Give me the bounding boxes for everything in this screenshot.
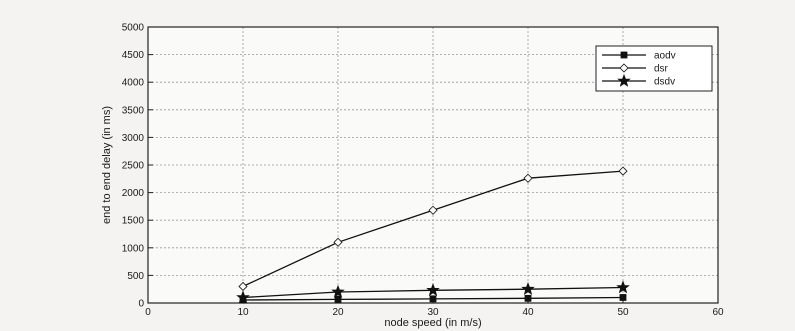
data-point-aodv bbox=[619, 294, 627, 301]
x-tick-label: 50 bbox=[617, 307, 629, 318]
legend-label-aodv: aodv bbox=[654, 51, 676, 62]
data-point-dsr bbox=[333, 237, 343, 247]
data-point-dsr bbox=[523, 173, 533, 183]
y-tick-label: 1500 bbox=[122, 216, 145, 227]
x-tick-label: 0 bbox=[145, 307, 151, 318]
data-point-dsdv bbox=[236, 290, 250, 304]
legend-marker-dsdv bbox=[617, 73, 631, 87]
y-tick-label: 3000 bbox=[122, 133, 145, 144]
data-point-aodv bbox=[334, 296, 342, 303]
y-axis: 0 500 1000 1500 2000 2500 3000 3500 4000 4500 5000 bbox=[122, 23, 153, 310]
legend-marker-aodv bbox=[620, 51, 628, 59]
x-tick-label: 40 bbox=[522, 307, 534, 318]
data-point-dsdv bbox=[521, 282, 535, 296]
legend: aodv dsr dsdv bbox=[595, 45, 713, 92]
x-tick-label: 60 bbox=[712, 307, 724, 318]
y-tick-label: 4500 bbox=[122, 50, 145, 61]
x-tick-label: 10 bbox=[237, 307, 249, 318]
y-tick-label: 3500 bbox=[122, 105, 145, 116]
y-tick-label: 2500 bbox=[122, 161, 145, 172]
y-tick-label: 5000 bbox=[122, 23, 145, 34]
legend-label-dsdv: dsdv bbox=[654, 77, 675, 88]
x-axis-label: node speed (in m/s) bbox=[384, 317, 481, 329]
data-point-aodv bbox=[429, 295, 437, 303]
y-tick-label: 4000 bbox=[122, 78, 145, 89]
y-tick-label: 500 bbox=[127, 271, 144, 282]
series-group bbox=[236, 166, 630, 304]
data-point-dsr bbox=[428, 205, 438, 215]
y-axis-label: end to end delay (in ms) bbox=[101, 106, 113, 224]
data-point-aodv bbox=[524, 294, 532, 302]
data-point-dsdv bbox=[426, 283, 440, 297]
legend-marker-dsr bbox=[619, 63, 629, 73]
data-point-dsdv bbox=[331, 284, 345, 298]
series-dsr bbox=[238, 166, 628, 292]
y-tick-label: 2000 bbox=[122, 188, 145, 199]
legend-item-aodv: aodv bbox=[602, 51, 676, 62]
y-tick-label: 1000 bbox=[122, 243, 145, 254]
x-tick-label: 30 bbox=[427, 307, 439, 318]
legend-item-dsr: dsr bbox=[602, 63, 669, 75]
legend-label-dsr: dsr bbox=[654, 64, 669, 75]
series-dsdv bbox=[236, 280, 630, 304]
y-tick-label: 0 bbox=[138, 299, 144, 310]
x-tick-label: 20 bbox=[332, 307, 344, 318]
legend-item-dsdv: dsdv bbox=[602, 73, 675, 88]
data-point-dsr bbox=[618, 166, 628, 176]
data-point-dsdv bbox=[616, 280, 630, 294]
